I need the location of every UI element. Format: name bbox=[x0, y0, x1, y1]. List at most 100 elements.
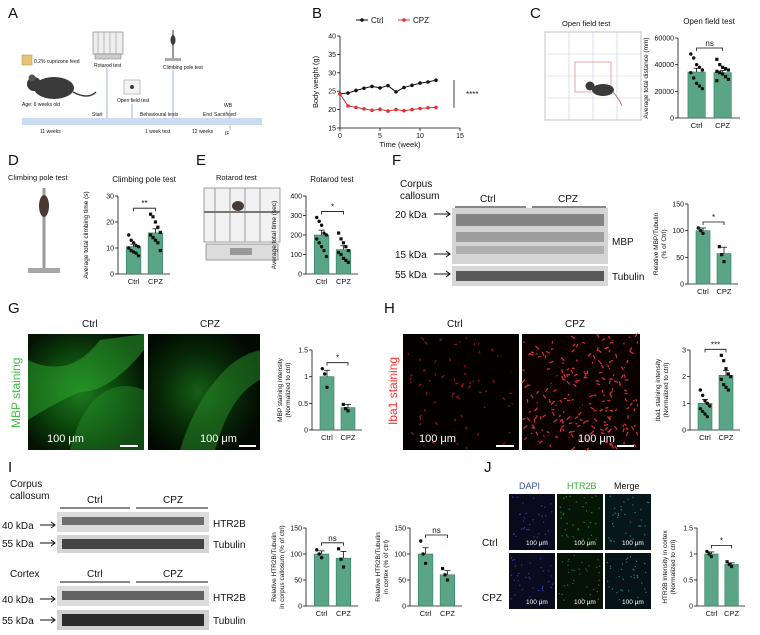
G-xtick-ctrl: Ctrl bbox=[321, 433, 333, 442]
h-cpz-cell-184 bbox=[541, 429, 544, 432]
H-ytick-label-2: 2 bbox=[682, 374, 686, 381]
h-cpz-cell-6 bbox=[535, 345, 540, 350]
g-ctrl-label: Ctrl bbox=[82, 319, 98, 330]
D-pt-1-9 bbox=[158, 249, 162, 253]
h-ctrl-cell-47 bbox=[460, 385, 464, 388]
I1-ytick-label-2: 100 bbox=[290, 552, 302, 559]
H-pt-1-7 bbox=[724, 385, 728, 389]
H-pt-1-0 bbox=[719, 353, 723, 357]
h-cpz-cell-139 bbox=[572, 383, 577, 388]
h-ctrl-cell-40 bbox=[461, 382, 465, 386]
j-speck-4-0 bbox=[595, 566, 598, 569]
F-pt-1-0 bbox=[717, 245, 721, 249]
j-speck-4-2 bbox=[598, 572, 600, 574]
h-ctrl-cell-37 bbox=[410, 431, 415, 436]
E-pt-1-7 bbox=[341, 256, 346, 260]
B-pt-cpz-0 bbox=[338, 92, 342, 96]
j-speck-3-7 bbox=[528, 576, 530, 579]
h-cpz-cell-90 bbox=[566, 415, 571, 421]
E-pt-0-9 bbox=[324, 254, 329, 259]
j-speck-3-27 bbox=[516, 575, 519, 577]
h-cpz-cell-108 bbox=[608, 349, 611, 353]
h-cpz-cell-179 bbox=[585, 447, 589, 452]
j-speck-5-10 bbox=[645, 591, 647, 593]
B-xtick-label-2: 10 bbox=[416, 133, 424, 140]
f-tubulin-label: Tubulin bbox=[612, 272, 644, 283]
H-ytick-label-0: 0 bbox=[682, 428, 686, 435]
F-ytick-label-3: 150 bbox=[672, 202, 684, 209]
C-ylabel-0: Average total distance (mm) bbox=[643, 37, 650, 118]
D-pt-1-8 bbox=[156, 241, 160, 245]
h-ctrl-cell-67 bbox=[507, 404, 511, 408]
h-cpz-cell-171 bbox=[571, 349, 576, 353]
I2-ytick-label-1: 50 bbox=[398, 578, 406, 585]
F-ylabel-0: Relative MBP/Tubulin bbox=[653, 212, 660, 275]
D-sig-label: ** bbox=[141, 199, 147, 208]
H-pt-1-1 bbox=[722, 359, 726, 363]
h-ctrl-cell-43 bbox=[460, 414, 463, 418]
h-cpz-cell-23 bbox=[526, 417, 531, 422]
h-cpz-cell-101 bbox=[554, 435, 559, 438]
j-speck-5-14 bbox=[609, 565, 612, 567]
f-kda15: 15 kDa bbox=[395, 250, 427, 261]
i-cpz2-label: CPZ bbox=[163, 569, 183, 580]
h-cpz-cell-155 bbox=[618, 381, 622, 386]
J-ytick-label-0: 0 bbox=[689, 604, 693, 611]
B-pt-ctrl-7 bbox=[394, 90, 398, 94]
panel-letter-j: J bbox=[484, 459, 492, 476]
rotarod-apparatus-icon bbox=[92, 31, 124, 60]
j-speck-2-30 bbox=[623, 501, 625, 503]
h-cpz-cell-45 bbox=[604, 426, 609, 431]
j-speck-2-18 bbox=[620, 509, 623, 511]
h-ctrl-cell-58 bbox=[455, 395, 459, 399]
B-legend-label-1: CPZ bbox=[413, 16, 429, 25]
B-pt-ctrl-4 bbox=[370, 84, 374, 89]
j-speck-5-7 bbox=[606, 580, 609, 583]
J-ytick-label-3: 1.5 bbox=[683, 526, 693, 533]
i-kda40a: 40 kDa bbox=[2, 521, 34, 532]
E-pt-0-0 bbox=[315, 215, 319, 220]
F-ytick-label-1: 50 bbox=[676, 255, 684, 262]
j-speck-4-29 bbox=[585, 568, 587, 570]
h-ctrl-cell-2 bbox=[469, 381, 472, 385]
C-pt-0-7 bbox=[694, 81, 699, 86]
h-cpz-cell-143 bbox=[530, 394, 534, 399]
B-pt-ctrl-8 bbox=[402, 85, 406, 90]
h-cpz-cell-124 bbox=[629, 350, 634, 355]
g-scale-ctrl: 100 μm bbox=[47, 433, 84, 445]
h-cpz-cell-93 bbox=[596, 383, 601, 386]
h-cpz-cell-3 bbox=[534, 415, 538, 420]
I1-sig-label: ns bbox=[328, 534, 336, 543]
I1-ylabel-1: in corpus callosum (% of ctrl) bbox=[279, 525, 286, 608]
H-pt-1-2 bbox=[724, 367, 728, 371]
j-speck-4-21 bbox=[568, 558, 570, 560]
H-ylabel-1: (Normalized to ctrl) bbox=[663, 363, 670, 418]
E-title: Rotarod test bbox=[310, 175, 354, 184]
D-ytick-label-3: 30 bbox=[106, 194, 114, 201]
D-pt-1-3 bbox=[156, 225, 160, 229]
j-speck-1-23 bbox=[564, 528, 566, 531]
j-speck-1-20 bbox=[585, 510, 588, 512]
h-ctrl-cell-21 bbox=[428, 379, 431, 382]
H-ylabel-0: Iba1 staining intensity bbox=[655, 358, 662, 421]
chart-i1: 0 50 100 150 Relative HTR2B/Tubulin in corpus… bbox=[271, 525, 358, 618]
panel-c: C Open field test 0 20000 40000 60000 Averag… bbox=[530, 5, 740, 130]
B-xtick-label-0: 0 bbox=[338, 133, 342, 140]
h-cpz-cell-12 bbox=[596, 333, 600, 338]
h-cpz-cell-219 bbox=[575, 359, 578, 362]
I2-ylabel-1: in cortex (% of ctrl) bbox=[383, 540, 390, 594]
h-cpz-cell-158 bbox=[556, 374, 558, 377]
h-cpz-cell-88 bbox=[530, 432, 533, 435]
J-bar-cpz bbox=[724, 564, 739, 607]
h-cpz-cell-39 bbox=[560, 424, 565, 429]
panel-letter-b: B bbox=[312, 5, 322, 22]
h-cpz-cell-136 bbox=[627, 415, 629, 419]
h-cpz-cell-170 bbox=[545, 350, 550, 354]
h-cpz-cell-35 bbox=[592, 355, 596, 360]
h-cpz-cell-115 bbox=[633, 399, 635, 402]
h-ctrl-cell-51 bbox=[509, 392, 513, 395]
D-pt-0-2 bbox=[131, 241, 136, 245]
j-speck-0-34 bbox=[540, 505, 543, 507]
B-pt-cpz-1 bbox=[346, 104, 350, 108]
h-ctrl-cell-46 bbox=[477, 379, 480, 382]
